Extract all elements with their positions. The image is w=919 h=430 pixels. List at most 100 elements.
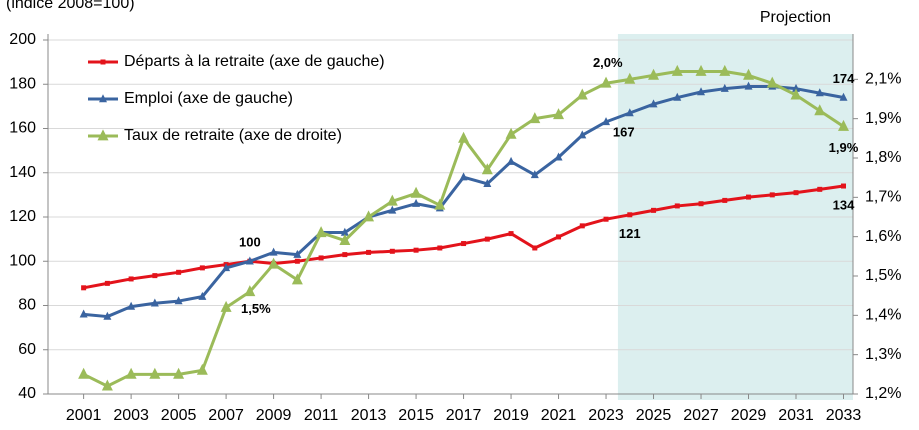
marker bbox=[198, 291, 207, 300]
marker bbox=[651, 207, 657, 213]
y2-tick-label: 1,9% bbox=[865, 110, 901, 127]
marker bbox=[744, 81, 753, 90]
y2-tick-label: 2,1% bbox=[865, 71, 901, 88]
marker bbox=[100, 59, 106, 65]
data-label: 1,5% bbox=[241, 301, 271, 316]
marker bbox=[363, 210, 375, 222]
marker bbox=[579, 223, 585, 229]
x-tick-label: 2021 bbox=[541, 407, 577, 424]
marker bbox=[649, 99, 658, 108]
x-tick-label: 2011 bbox=[304, 407, 339, 424]
marker bbox=[149, 367, 161, 379]
marker bbox=[268, 257, 280, 269]
marker bbox=[532, 245, 538, 251]
marker bbox=[342, 252, 348, 258]
y-tick-label: 160 bbox=[9, 120, 36, 137]
legend-label: Taux de retraite (axe de droite) bbox=[124, 127, 342, 144]
marker bbox=[461, 241, 467, 247]
marker bbox=[817, 186, 823, 192]
marker bbox=[294, 258, 300, 264]
marker bbox=[97, 129, 109, 141]
marker bbox=[199, 265, 205, 271]
marker bbox=[553, 108, 565, 120]
marker bbox=[697, 87, 706, 96]
marker bbox=[719, 64, 731, 76]
marker bbox=[556, 234, 562, 240]
y-tick-label: 60 bbox=[18, 341, 36, 358]
marker bbox=[720, 83, 729, 92]
marker bbox=[245, 256, 254, 265]
marker bbox=[269, 247, 278, 256]
marker bbox=[81, 285, 87, 291]
marker bbox=[792, 83, 801, 92]
data-label: 100 bbox=[239, 235, 261, 250]
projection-label: Projection bbox=[760, 9, 831, 26]
marker bbox=[814, 104, 826, 116]
marker bbox=[743, 68, 755, 80]
y-tick-label: 140 bbox=[9, 164, 36, 181]
marker bbox=[366, 249, 372, 255]
marker bbox=[458, 131, 470, 143]
marker bbox=[125, 367, 137, 379]
marker bbox=[412, 198, 421, 207]
marker bbox=[173, 367, 185, 379]
marker bbox=[841, 183, 847, 189]
marker bbox=[78, 367, 90, 379]
x-tick-label: 2005 bbox=[161, 407, 197, 424]
legend: Départs à la retraite (axe de gauche) Emp… bbox=[88, 53, 385, 144]
x-tick-label: 2013 bbox=[351, 407, 387, 424]
marker bbox=[103, 311, 112, 320]
marker bbox=[766, 76, 778, 88]
marker bbox=[505, 127, 517, 139]
x-tick-label: 2033 bbox=[826, 407, 862, 424]
data-label: 2,0% bbox=[593, 55, 623, 70]
marker bbox=[196, 363, 208, 375]
marker bbox=[603, 216, 609, 222]
legend-label: Départs à la retraite (axe de gauche) bbox=[124, 53, 385, 70]
marker bbox=[128, 276, 134, 282]
marker bbox=[602, 117, 611, 126]
marker bbox=[483, 179, 492, 188]
marker bbox=[437, 245, 443, 251]
marker bbox=[152, 273, 158, 279]
marker bbox=[291, 273, 303, 285]
marker bbox=[389, 248, 395, 254]
y2-tick-label: 1,8% bbox=[865, 149, 901, 166]
marker bbox=[793, 190, 799, 196]
y2-tick-label: 1,3% bbox=[865, 346, 901, 363]
marker bbox=[790, 88, 802, 100]
legend-label: Emploi (axe de gauche) bbox=[124, 90, 293, 107]
marker bbox=[176, 269, 182, 275]
marker bbox=[244, 285, 256, 297]
marker bbox=[481, 163, 493, 175]
y-tick-label: 100 bbox=[9, 252, 36, 269]
x-tick-label: 2031 bbox=[778, 407, 814, 424]
marker bbox=[127, 301, 136, 310]
marker bbox=[459, 172, 468, 181]
data-label: 121 bbox=[619, 226, 641, 241]
y2-tick-label: 1,7% bbox=[865, 189, 901, 206]
marker bbox=[674, 203, 680, 209]
marker bbox=[698, 201, 704, 207]
x-tick-label: 2009 bbox=[256, 407, 292, 424]
marker bbox=[293, 249, 302, 258]
marker bbox=[600, 76, 612, 88]
x-tick-label: 2029 bbox=[731, 407, 767, 424]
marker bbox=[673, 92, 682, 101]
y-tick-label: 200 bbox=[9, 31, 36, 48]
y-tick-label: 180 bbox=[9, 75, 36, 92]
y-tick-label: 80 bbox=[18, 297, 36, 314]
marker bbox=[104, 280, 110, 286]
marker bbox=[79, 309, 88, 318]
marker bbox=[220, 300, 232, 312]
marker bbox=[839, 92, 848, 101]
marker bbox=[386, 194, 398, 206]
marker bbox=[101, 379, 113, 391]
marker bbox=[769, 192, 775, 198]
marker bbox=[413, 247, 419, 253]
marker bbox=[625, 108, 634, 117]
x-tick-label: 2019 bbox=[493, 407, 529, 424]
marker bbox=[671, 64, 683, 76]
x-tick-label: 2017 bbox=[446, 407, 482, 424]
